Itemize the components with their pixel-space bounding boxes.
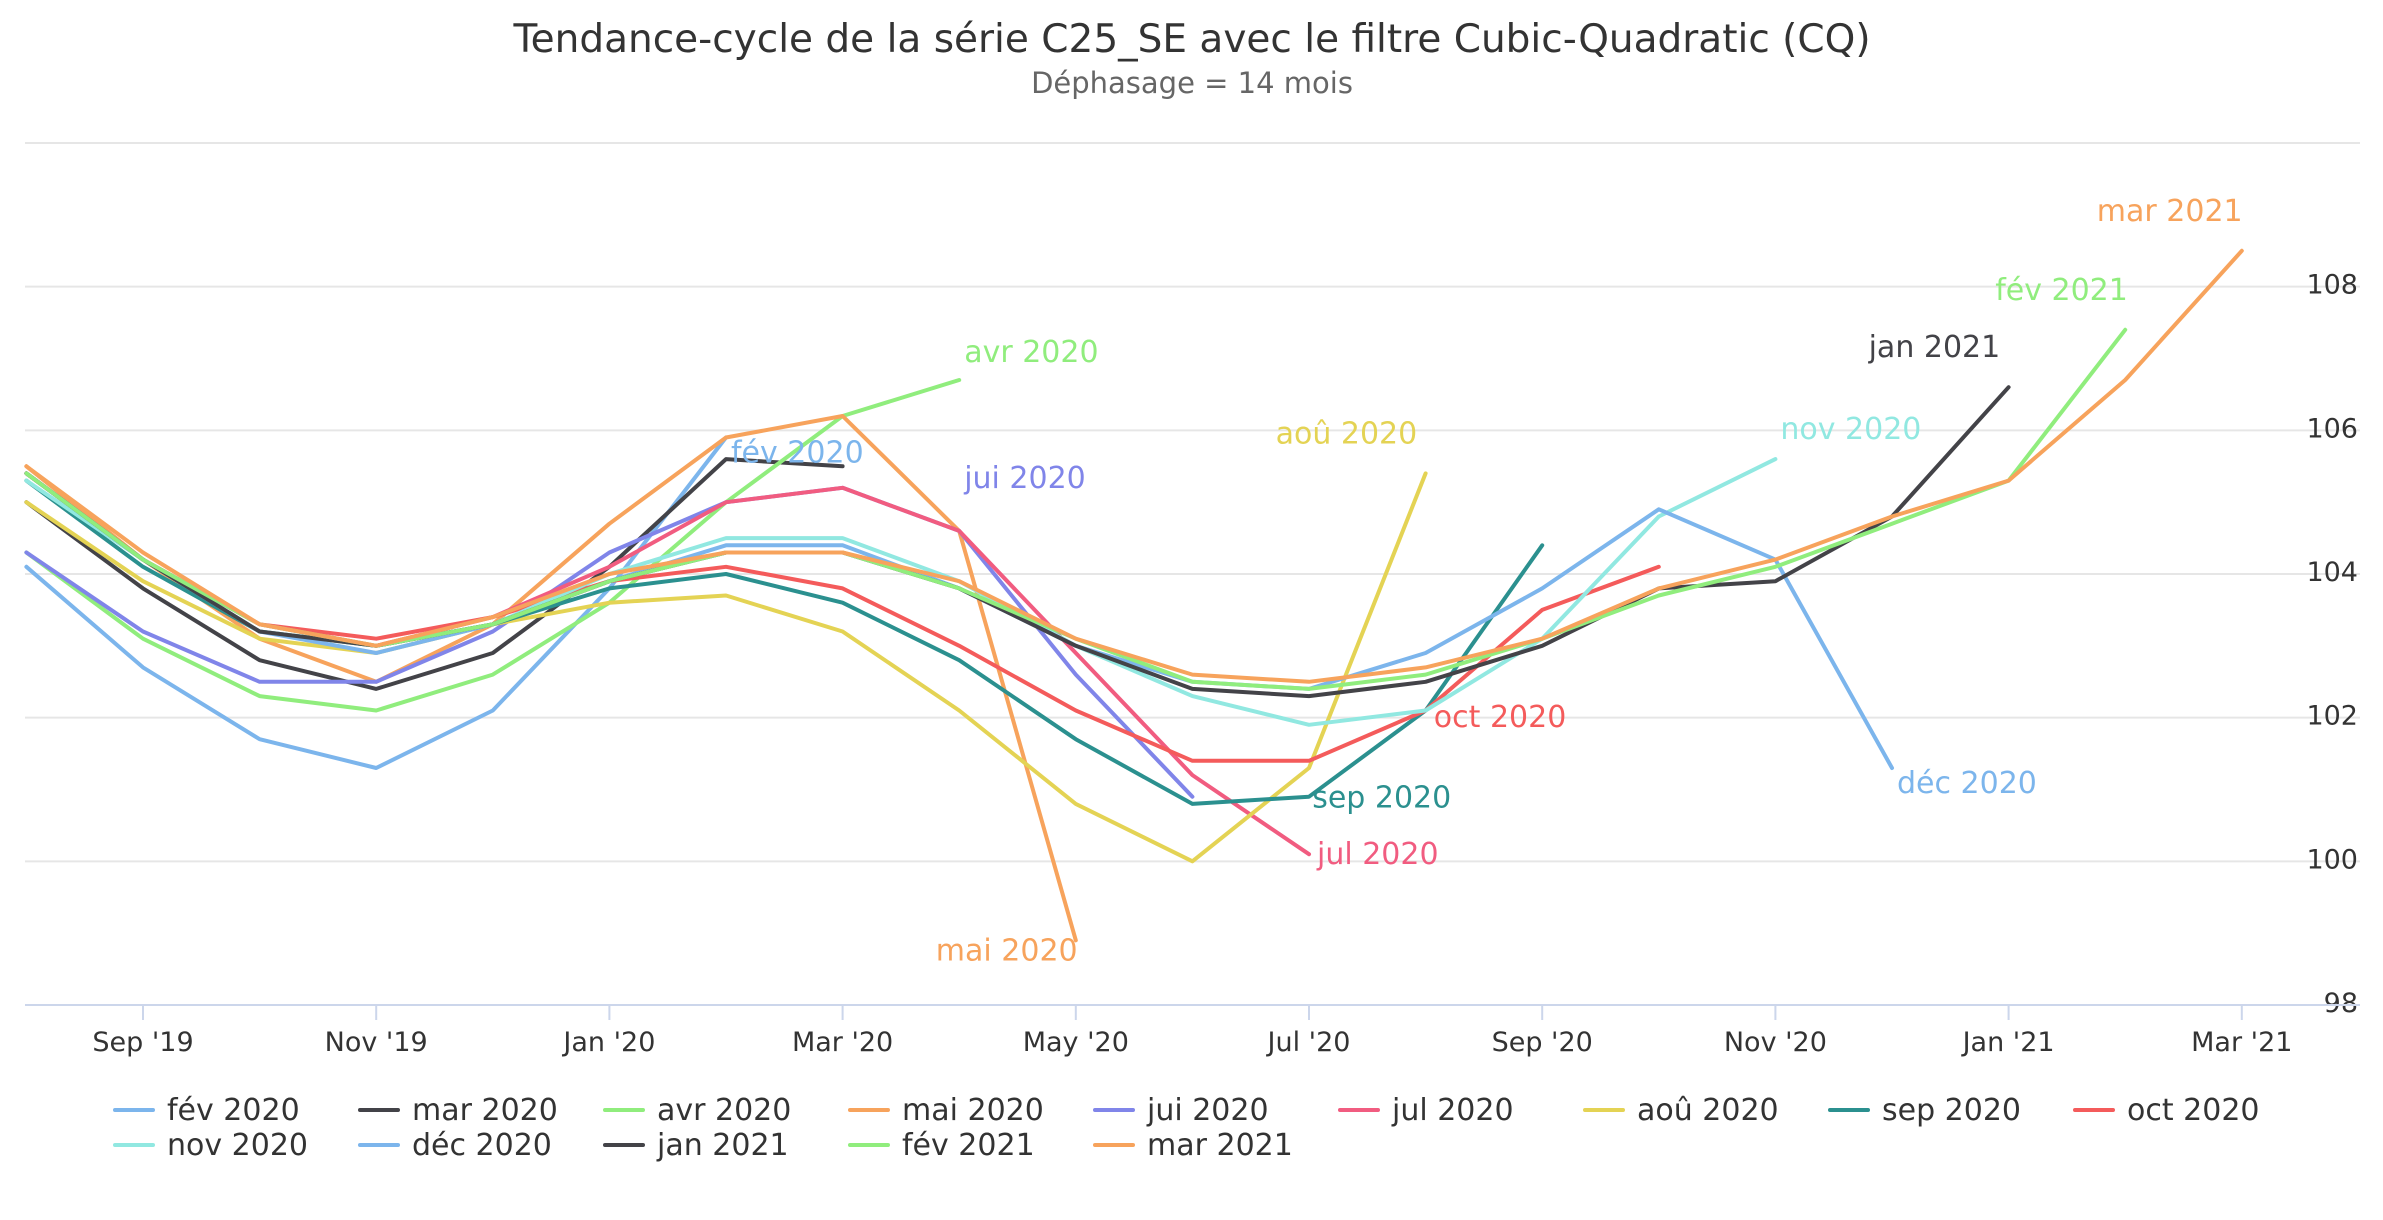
legend-label: sep 2020: [1882, 1093, 2021, 1128]
series-end-label: mai 2020: [936, 933, 1078, 968]
series-end-label: fév 2021: [1995, 273, 2128, 308]
x-tick-label: Nov '19: [325, 1027, 428, 1058]
series-line: [24, 471, 1661, 763]
y-tick-label: 104: [2306, 557, 2358, 588]
legend-label: mai 2020: [902, 1093, 1044, 1128]
series-end-label: nov 2020: [1780, 412, 1921, 447]
series-end-label: mar 2021: [2097, 194, 2243, 229]
x-tick-label: Sep '19: [92, 1027, 193, 1058]
legend-label: oct 2020: [2127, 1093, 2260, 1128]
series-end-label: déc 2020: [1897, 766, 2037, 801]
x-tick-label: Nov '20: [1724, 1027, 1827, 1058]
series-line: [24, 471, 1428, 864]
legend-label: jui 2020: [1146, 1093, 1269, 1128]
x-tick-label: Jan '21: [1961, 1027, 2055, 1058]
legend-item[interactable]: aoû 2020: [1583, 1093, 1779, 1128]
legend-label: jul 2020: [1391, 1093, 1514, 1128]
legend-item[interactable]: mar 2021: [1093, 1128, 1293, 1163]
legend-item[interactable]: jan 2021: [603, 1128, 789, 1163]
y-tick-label: 102: [2306, 701, 2358, 732]
legend-item[interactable]: fév 2021: [848, 1128, 1035, 1163]
y-tick-label: 100: [2306, 844, 2358, 875]
legend-label: aoû 2020: [1637, 1093, 1779, 1128]
x-tick-label: Mar '20: [792, 1027, 893, 1058]
x-tick-label: May '20: [1023, 1027, 1129, 1058]
legend-item[interactable]: jui 2020: [1093, 1093, 1269, 1128]
legend-item[interactable]: mai 2020: [848, 1093, 1044, 1128]
series-line: [24, 457, 845, 691]
legend-label: fév 2020: [167, 1093, 300, 1128]
legend: fév 2020 mar 2020 avr 2020 mai 2020 jui 2020…: [113, 1093, 2260, 1163]
legend-item[interactable]: sep 2020: [1828, 1093, 2021, 1128]
legend-item[interactable]: mar 2020: [358, 1093, 558, 1128]
series-end-label: jui 2020: [963, 461, 1086, 496]
series-line: [24, 385, 2011, 699]
series-end-label: avr 2020: [964, 335, 1098, 370]
x-tick-label: Mar '21: [2191, 1027, 2292, 1058]
x-tick-label: Jul '20: [1266, 1027, 1351, 1058]
legend-item[interactable]: jul 2020: [1338, 1093, 1514, 1128]
series-group: [24, 248, 2244, 943]
y-tick-label: 108: [2306, 270, 2358, 301]
legend-label: jan 2021: [656, 1128, 789, 1163]
legend-label: mar 2021: [1147, 1128, 1293, 1163]
series-line: [24, 378, 962, 713]
y-tick-label: 98: [2324, 988, 2358, 1019]
legend-item[interactable]: déc 2020: [358, 1128, 552, 1163]
x-tick-label: Jan '20: [561, 1027, 655, 1058]
y-tick-label: 106: [2306, 413, 2358, 444]
legend-label: déc 2020: [412, 1128, 552, 1163]
x-axis: Sep '19 Nov '19 Jan '20 Mar '20 May '20 Jul '…: [25, 1004, 2360, 1058]
series-end-label: jul 2020: [1316, 837, 1439, 872]
series-end-label: aoû 2020: [1276, 416, 1418, 451]
legend-label: nov 2020: [167, 1128, 308, 1163]
legend-item[interactable]: oct 2020: [2073, 1093, 2260, 1128]
end-labels: fév 2020 avr 2020 mai 2020 jui 2020 jul 2020…: [731, 194, 2243, 969]
legend-label: mar 2020: [412, 1093, 558, 1128]
series-line: [24, 457, 1778, 727]
series-line: [24, 485, 1195, 799]
series-line: [24, 471, 1894, 770]
series-end-label: fév 2020: [731, 436, 864, 471]
series-end-label: jan 2021: [1868, 330, 2001, 365]
legend-item[interactable]: nov 2020: [113, 1128, 308, 1163]
legend-item[interactable]: avr 2020: [603, 1093, 791, 1128]
grid-lines: [25, 142, 2360, 863]
legend-item[interactable]: fév 2020: [113, 1093, 300, 1128]
series-end-label: sep 2020: [1312, 780, 1451, 815]
series-line: [24, 248, 2244, 684]
legend-label: avr 2020: [657, 1093, 791, 1128]
chart-subtitle: Déphasage = 14 mois: [1031, 66, 1353, 100]
chart-title: Tendance-cycle de la série C25_SE avec l…: [512, 17, 1870, 62]
y-axis: 98 100 102 104 106 108: [2306, 270, 2358, 1019]
legend-label: fév 2021: [902, 1128, 1035, 1163]
x-tick-label: Sep '20: [1492, 1027, 1593, 1058]
series-end-label: oct 2020: [1434, 700, 1567, 735]
